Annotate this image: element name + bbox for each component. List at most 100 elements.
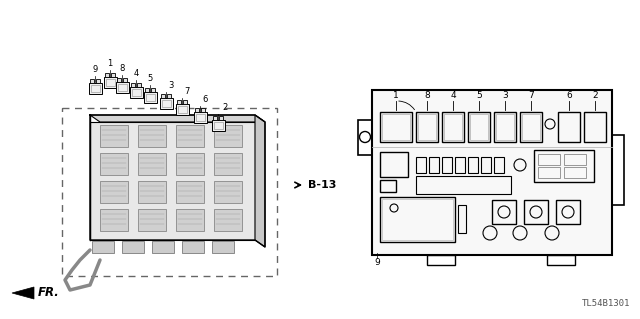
Bar [416,176,511,194]
Bar [183,100,187,103]
Bar [219,115,223,120]
Bar [175,103,189,115]
Bar [612,135,624,205]
Bar [358,120,372,155]
Bar [117,78,121,81]
Bar [558,112,580,142]
Bar [382,199,453,240]
Bar [100,181,128,203]
Bar [195,108,199,112]
Bar [481,157,491,173]
Bar [129,86,143,98]
Bar [143,92,157,102]
Bar [100,125,128,147]
Bar [105,72,109,77]
Text: 2: 2 [222,103,227,112]
Bar [182,241,204,253]
Text: 9: 9 [374,258,380,267]
Bar [416,157,426,173]
Bar [214,125,242,147]
Bar [380,112,412,142]
Text: TL54B1301: TL54B1301 [582,299,630,308]
Bar [115,81,129,93]
Bar [524,200,548,224]
Bar [88,83,102,93]
Bar [522,114,540,140]
Bar [92,241,114,253]
Bar [201,108,205,112]
Bar [138,153,166,175]
Bar [416,112,438,142]
Bar [212,241,234,253]
Bar [176,153,204,175]
Bar [177,100,181,103]
Bar [118,84,127,91]
Bar [195,114,205,121]
Text: 4: 4 [450,91,456,100]
Text: B-13: B-13 [308,180,337,190]
Bar [176,125,204,147]
Bar [176,181,204,203]
Bar [442,112,464,142]
Bar [534,150,594,182]
Bar [96,78,100,83]
Bar [372,90,612,255]
Bar [380,197,455,242]
Text: 7: 7 [184,87,189,96]
Text: 5: 5 [147,74,152,83]
Bar [100,153,128,175]
Bar [214,122,223,129]
Bar [442,157,452,173]
Bar [380,152,408,177]
Text: 7: 7 [528,91,534,100]
Bar [111,72,115,77]
Bar [145,87,149,92]
Bar [213,115,217,120]
Bar [494,157,504,173]
Bar [584,112,606,142]
Bar [177,106,186,113]
Bar [167,93,171,98]
Bar [494,112,516,142]
Bar [564,167,586,178]
Bar [214,181,242,203]
Bar [138,181,166,203]
Bar [444,114,462,140]
Bar [556,200,580,224]
Bar [62,108,277,276]
Bar [193,112,207,122]
Bar [455,157,465,173]
Bar [159,98,173,108]
Bar [492,200,516,224]
Bar [211,120,225,130]
Bar [214,209,242,231]
Bar [104,77,116,87]
Bar [138,209,166,231]
Text: 6: 6 [566,91,572,100]
Bar [123,78,127,81]
Bar [106,78,115,85]
Bar [538,154,560,165]
Bar [176,209,204,231]
Polygon shape [90,122,255,240]
Bar [138,125,166,147]
Bar [468,112,490,142]
Text: 8: 8 [119,64,125,73]
Bar [161,100,170,107]
Bar [429,157,439,173]
Text: 3: 3 [168,81,173,90]
Bar [152,241,174,253]
Bar [161,93,165,98]
Bar [90,78,94,83]
Text: 1: 1 [393,91,399,100]
Bar [137,83,141,86]
Text: 9: 9 [92,65,98,74]
Text: 8: 8 [424,91,430,100]
Bar [380,180,396,192]
Bar [427,255,455,265]
Bar [100,209,128,231]
Bar [145,93,154,100]
Bar [564,154,586,165]
Bar [382,114,410,140]
Text: 5: 5 [476,91,482,100]
